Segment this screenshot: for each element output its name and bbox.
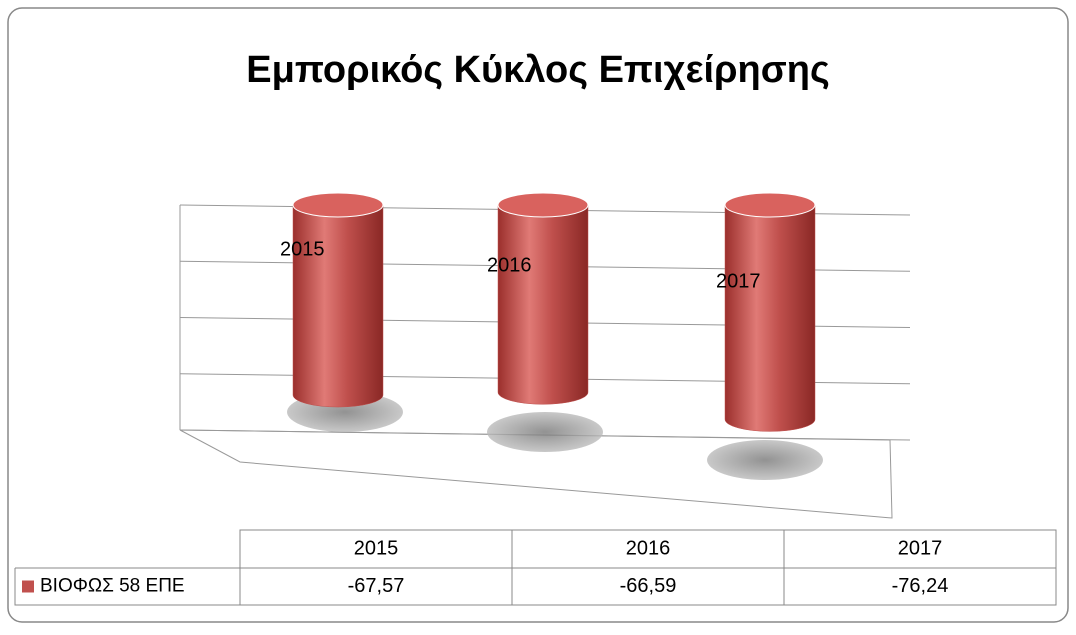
cylinder [724,204,816,432]
cylinder [292,204,384,408]
data-label: 2016 [487,254,532,276]
data-label: 2015 [280,238,325,260]
data-label: 2017 [716,270,761,292]
table-value: -76,24 [892,575,949,597]
table-header: 2016 [626,537,671,559]
legend-label: ΒΙΟΦΩΣ 58 ΕΠΕ [40,576,185,597]
cylinder-top [292,192,384,218]
table-value: -67,57 [348,575,405,597]
table-header: 2015 [354,537,399,559]
cylinder-top [497,192,589,218]
table-header: 2017 [898,537,943,559]
legend-swatch [22,580,34,593]
cylinder-top [724,192,816,218]
cylinder [497,204,589,405]
chart-title: Εμπορικός Κύκλος Επιχείρησης [246,49,829,91]
shadow [487,412,603,452]
table-value: -66,59 [620,575,677,597]
shadow [707,440,823,480]
